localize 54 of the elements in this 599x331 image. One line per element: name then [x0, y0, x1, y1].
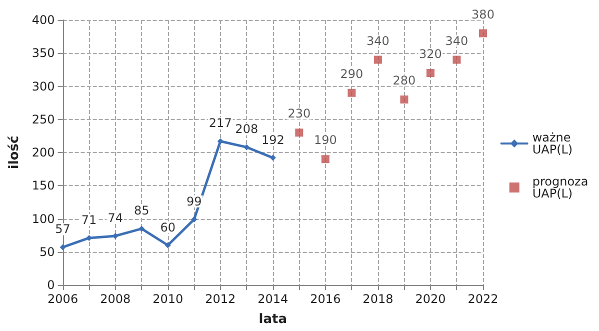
legend-label: prognoza UAP(L)	[532, 174, 592, 200]
data-label: 340	[445, 34, 468, 48]
x-tick-label: 2006	[48, 292, 78, 306]
y-tick-label: 350	[32, 46, 55, 60]
y-tick-label: 250	[32, 112, 55, 126]
y-axis-title: ilość	[7, 136, 22, 170]
data-label: 99	[186, 194, 202, 208]
data-label: 340	[366, 34, 390, 48]
data-label: 230	[288, 106, 311, 121]
y-tick-label: 50	[40, 244, 55, 259]
data-label: 320	[419, 47, 442, 61]
x-tick-label: 2014	[258, 292, 288, 306]
data-label: 192	[261, 132, 284, 147]
point	[60, 244, 66, 250]
x-tick-label: 2018	[362, 292, 394, 306]
data-label: 85	[134, 204, 150, 218]
point	[452, 56, 461, 64]
data-label: 280	[392, 74, 416, 88]
point	[138, 226, 145, 232]
x-tick-label: 2010	[152, 292, 184, 306]
y-tick-label: 300	[32, 79, 55, 94]
point	[321, 155, 330, 164]
point	[348, 88, 356, 97]
point	[479, 29, 487, 38]
data-label: 190	[314, 133, 337, 148]
data-label: 60	[160, 220, 176, 234]
data-label: 57	[55, 222, 70, 236]
x-tick-label: 2020	[415, 292, 446, 306]
point	[426, 69, 434, 77]
data-label: 71	[81, 212, 97, 227]
y-tick-label: 0	[47, 278, 55, 292]
point	[191, 216, 198, 222]
point	[270, 154, 276, 161]
point	[244, 144, 250, 150]
x-tick-label: 2022	[468, 292, 498, 306]
point	[400, 96, 408, 104]
point	[374, 56, 382, 64]
x-tick-label: 2008	[100, 292, 131, 306]
y-tick-label: 100	[32, 212, 55, 226]
legend-label: ważne UAP(L)	[532, 130, 575, 156]
x-tick-label: 2016	[310, 292, 341, 306]
point	[164, 242, 171, 248]
data-label: 290	[340, 66, 364, 81]
data-label: 217	[208, 116, 232, 130]
point	[217, 138, 224, 144]
x-tick-label: 2012	[205, 292, 236, 306]
data-label: 208	[235, 122, 258, 136]
y-tick-label: 200	[32, 146, 55, 160]
x-axis-title: lata	[258, 312, 288, 327]
data-label: 74	[108, 210, 123, 225]
data-label: 380	[472, 7, 494, 22]
y-tick-label: 400	[32, 13, 55, 27]
y-tick-label: 150	[32, 178, 55, 193]
point	[295, 128, 304, 137]
